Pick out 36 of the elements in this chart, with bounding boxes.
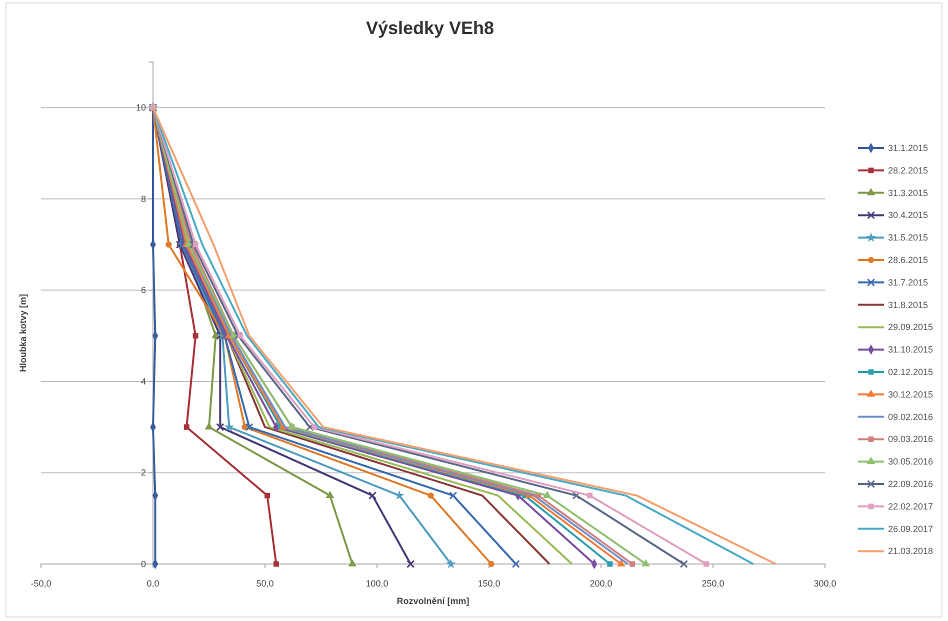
- chart-title: Výsledky VEh8: [366, 18, 494, 38]
- y-tick-label: 8: [140, 194, 146, 204]
- legend-label: 22.09.2016: [888, 479, 934, 489]
- legend-label: 31.3.2015: [888, 188, 928, 198]
- legend-label: 30.05.2016: [888, 456, 934, 467]
- legend-label: 26.09.2017: [888, 524, 934, 534]
- x-tick-label: 150,0: [478, 578, 500, 588]
- legend-label: 31.10.2015: [888, 344, 934, 355]
- legend-label: 31.7.2015: [888, 277, 928, 288]
- x-axis-title: Rozvolnění [mm]: [396, 596, 470, 606]
- x-tick-label: 250,0: [702, 578, 724, 588]
- x-tick-label: 0,0: [146, 578, 160, 588]
- y-axis-title: Hloubka kotvy [m]: [18, 294, 28, 372]
- x-tick-label: 200,0: [590, 578, 612, 588]
- legend-label: 31.5.2015: [888, 232, 928, 243]
- legend-label: 30.4.2015: [888, 210, 928, 220]
- legend-label: 31.8.2015: [888, 300, 928, 310]
- legend-label: 09.02.2016: [888, 412, 934, 422]
- y-tick-label: 4: [140, 376, 146, 386]
- y-tick-label: 0: [140, 558, 146, 569]
- y-tick-label: 10: [136, 102, 146, 113]
- x-tick-label: 300,0: [814, 578, 836, 588]
- legend-label: 28.2.2015: [888, 165, 928, 176]
- legend-label: 09.03.2016: [888, 434, 934, 444]
- legend-label: 02.12.2015: [888, 367, 934, 377]
- legend-label: 29.09.2015: [888, 322, 934, 332]
- y-tick-label: 6: [140, 285, 146, 296]
- x-tick-label: 50,0: [256, 578, 274, 588]
- legend-label: 31.1.2015: [888, 143, 928, 153]
- y-tick-label: 2: [140, 468, 146, 478]
- legend-label: 30.12.2015: [888, 389, 934, 400]
- x-tick-label: -50,0: [30, 578, 52, 588]
- legend-label: 21.03.2018: [888, 546, 934, 556]
- legend-label: 22.02.2017: [888, 501, 934, 512]
- x-tick-label: 100,0: [366, 578, 388, 588]
- legend-label: 28.6.2015: [888, 255, 928, 265]
